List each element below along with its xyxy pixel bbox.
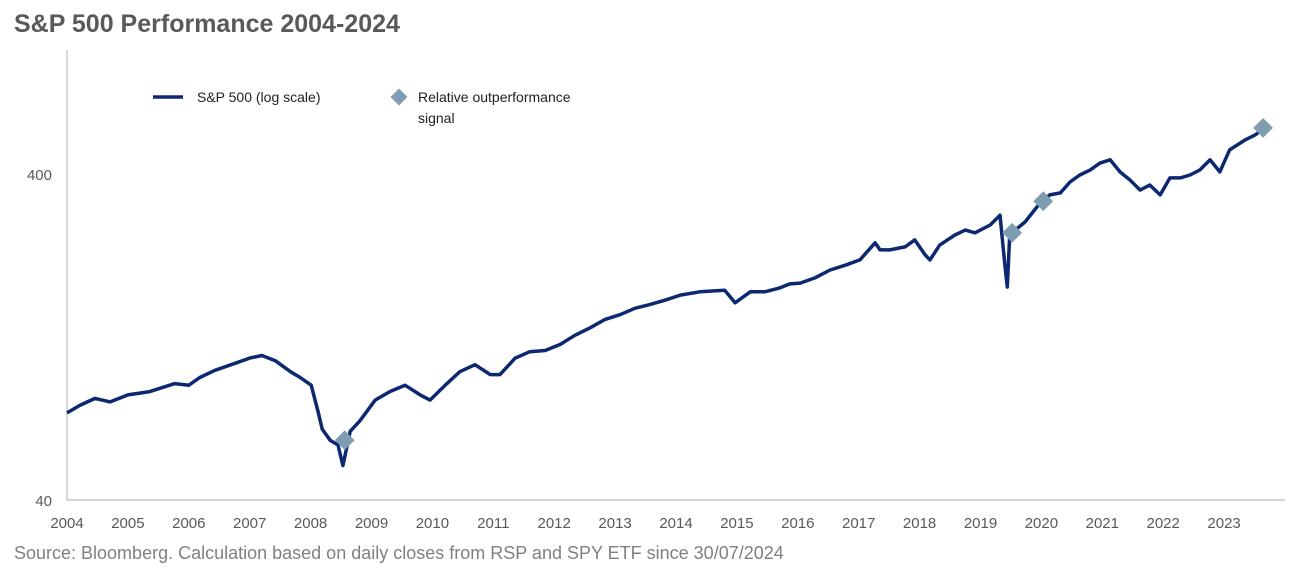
legend: S&P 500 (log scale) Relative outperforma… [153,88,571,126]
x-tick-label: 2005 [111,515,144,532]
legend-diamond-swatch [390,88,408,106]
signal-marker [1253,117,1273,138]
x-tick-label: 2017 [842,515,875,532]
x-tick-label: 2018 [903,515,936,532]
sp500-line [66,126,1266,468]
x-tick-label: 2008 [294,515,327,532]
x-tick-label: 2019 [964,515,997,532]
x-tick-label: 2016 [781,515,814,532]
y-tick-label: 400 [27,167,52,184]
x-tick-label: 2004 [50,515,83,532]
legend-label-sp500: S&P 500 (log scale) [197,89,320,105]
x-tick-label: 2006 [172,515,205,532]
legend-label-signal-line1: Relative outperformance [418,89,571,105]
x-tick-label: 2007 [233,515,266,532]
legend-label-signal-line2: signal [418,110,455,126]
x-tick-label: 2021 [1086,515,1119,532]
x-tick-label: 2023 [1207,515,1240,532]
x-tick-label: 2022 [1147,515,1180,532]
signal-marker [334,430,355,451]
x-tick-label: 2014 [659,515,692,532]
x-tick-label: 2011 [477,515,509,532]
source-note: Source: Bloomberg. Calculation based on … [14,543,784,563]
signal-marker [1033,191,1054,212]
y-tick-label: 40 [35,493,52,510]
x-tick-label: 2020 [1025,515,1058,532]
x-tick-label: 2012 [538,515,571,532]
x-tick-label: 2015 [720,515,753,532]
legend-label-signal: Relative outperformance signal [418,89,571,126]
x-tick-label: 2009 [355,515,388,532]
x-tick-label: 2010 [416,515,449,532]
x-tick-label: 2013 [598,515,631,532]
chart-title: S&P 500 Performance 2004-2024 [14,10,400,38]
